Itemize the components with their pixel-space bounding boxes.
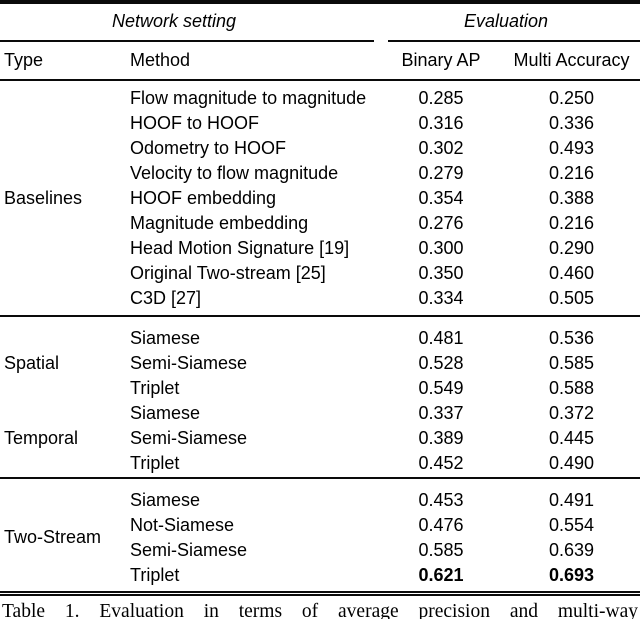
method-cell: Magnitude embedding: [130, 212, 309, 233]
group-header-network-setting: Network setting: [111, 11, 237, 31]
binary-ap-cell: 0.481: [418, 327, 464, 348]
multi-accuracy-cell: 0.505: [548, 287, 595, 308]
multi-accuracy-cell: 0.536: [548, 327, 595, 348]
multi-accuracy-cell: 0.693: [548, 564, 595, 585]
multi-accuracy-cell: 0.250: [548, 87, 595, 108]
binary-ap-cell: 0.276: [418, 212, 464, 233]
binary-ap-cell: 0.389: [418, 427, 464, 448]
header-rule: [0, 79, 640, 81]
separator-baselines-spatial: [0, 315, 640, 317]
binary-ap-cell: 0.354: [418, 187, 464, 208]
method-cell: HOOF embedding: [130, 187, 277, 208]
bottom-rule-upper: [0, 591, 640, 593]
binary-ap-cell: 0.452: [418, 452, 464, 473]
method-cell: HOOF to HOOF: [130, 112, 260, 133]
binary-ap-cell: 0.549: [418, 377, 464, 398]
cmidrule-evaluation: [388, 40, 640, 42]
column-header-type: Type: [4, 50, 44, 70]
method-cell: Original Two-stream [25]: [130, 262, 326, 283]
method-cell: Triplet: [130, 452, 180, 473]
multi-accuracy-cell: 0.588: [548, 377, 595, 398]
top-rule: [0, 0, 640, 4]
method-cell: Head Motion Signature [19]: [130, 237, 350, 258]
binary-ap-cell: 0.300: [418, 237, 464, 258]
separator-temporal-twostream: [0, 477, 640, 479]
multi-accuracy-cell: 0.290: [548, 237, 595, 258]
method-cell: Siamese: [130, 327, 201, 348]
binary-ap-cell: 0.302: [418, 137, 464, 158]
type-cell: Temporal: [4, 427, 79, 448]
binary-ap-cell: 0.337: [418, 402, 464, 423]
binary-ap-cell: 0.453: [418, 489, 464, 510]
cmidrule-network-setting: [0, 40, 374, 42]
multi-accuracy-cell: 0.216: [548, 212, 595, 233]
binary-ap-cell: 0.621: [418, 564, 464, 585]
multi-accuracy-cell: 0.372: [548, 402, 595, 423]
method-cell: Siamese: [130, 489, 201, 510]
multi-accuracy-cell: 0.216: [548, 162, 595, 183]
multi-accuracy-cell: 0.445: [548, 427, 595, 448]
type-cell: Spatial: [4, 352, 60, 373]
multi-accuracy-cell: 0.336: [548, 112, 595, 133]
method-cell: Semi-Siamese: [130, 352, 248, 373]
type-cell: Two-Stream: [4, 527, 102, 547]
binary-ap-cell: 0.528: [418, 352, 464, 373]
binary-ap-cell: 0.316: [418, 112, 464, 133]
multi-accuracy-cell: 0.585: [548, 352, 595, 373]
binary-ap-cell: 0.334: [418, 287, 464, 308]
method-cell: Velocity to flow magnitude: [130, 162, 339, 183]
binary-ap-cell: 0.585: [418, 539, 464, 560]
multi-accuracy-cell: 0.490: [548, 452, 595, 473]
binary-ap-cell: 0.350: [418, 262, 464, 283]
multi-accuracy-cell: 0.491: [548, 489, 595, 510]
binary-ap-cell: 0.285: [418, 87, 464, 108]
multi-accuracy-cell: 0.493: [548, 137, 595, 158]
group-header-evaluation: Evaluation: [463, 11, 549, 31]
binary-ap-cell: 0.279: [418, 162, 464, 183]
method-cell: Siamese: [130, 402, 201, 423]
multi-accuracy-cell: 0.388: [548, 187, 595, 208]
method-cell: Semi-Siamese: [130, 427, 248, 448]
binary-ap-cell: 0.476: [418, 514, 464, 535]
multi-accuracy-cell: 0.639: [548, 539, 595, 560]
table-caption: Table 1. Evaluation in terms of average …: [2, 601, 638, 619]
type-cell: Baselines: [4, 187, 83, 208]
method-cell: Not-Siamese: [130, 514, 235, 535]
method-cell: Semi-Siamese: [130, 539, 248, 560]
column-header-binary-ap: Binary AP: [401, 50, 481, 70]
column-header-multi-accuracy: Multi Accuracy: [513, 50, 630, 70]
method-cell: Triplet: [130, 377, 180, 398]
method-cell: Odometry to HOOF: [130, 137, 287, 158]
method-cell: Flow magnitude to magnitude: [130, 87, 367, 108]
method-cell: Triplet: [130, 564, 180, 585]
bottom-rule-lower: [0, 594, 640, 596]
multi-accuracy-cell: 0.554: [548, 514, 595, 535]
multi-accuracy-cell: 0.460: [548, 262, 595, 283]
column-header-method: Method: [130, 50, 191, 70]
method-cell: C3D [27]: [130, 287, 202, 308]
